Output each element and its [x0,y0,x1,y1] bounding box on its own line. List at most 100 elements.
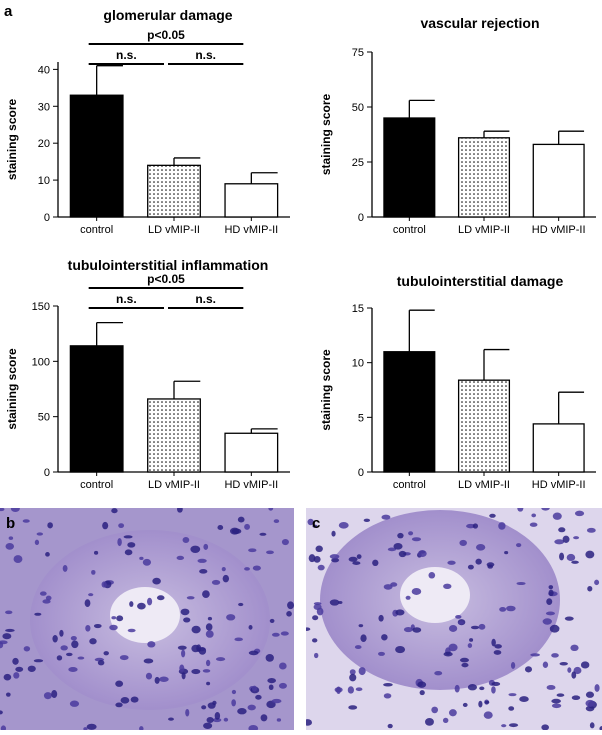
chart: tubulointerstitial damage staining score 0… [319,273,596,491]
lumen [400,567,470,623]
x-tick-label: HD vMIP-II [224,479,278,491]
cell-nucleus [559,552,565,561]
cell-nucleus [316,607,324,616]
cell-nucleus [383,693,392,699]
cell-nucleus [179,664,185,672]
cell-nucleus [145,672,153,680]
cell-nucleus [147,597,153,606]
cell-nucleus [549,624,560,633]
cell-nucleus [207,616,213,621]
cell-nucleus [466,523,476,529]
cell-nucleus [115,680,124,687]
cell-nucleus [237,516,245,523]
cell-nucleus [546,684,556,690]
y-tick-label: 0 [358,212,364,224]
cell-nucleus [387,723,393,729]
cell-nucleus [42,599,51,604]
cell-nucleus [206,717,214,723]
cell-nucleus [587,585,593,592]
cell-nucleus [116,615,124,622]
cell-nucleus [510,661,516,669]
cell-nucleus [448,625,458,632]
cell-nucleus [585,550,595,559]
cell-nucleus [12,657,19,665]
cell-nucleus [556,693,565,697]
cell-nucleus [111,508,118,514]
y-tick-label: 30 [38,101,50,113]
cell-nucleus [205,630,214,638]
cell-nucleus [585,691,595,698]
cell-nucleus [281,538,289,546]
cell-nucleus [109,624,118,631]
cell-nucleus [551,703,562,709]
cell-nucleus [530,653,540,657]
cell-nucleus [287,601,294,610]
tissue [306,508,602,730]
cell-nucleus [33,659,44,663]
bar [147,398,201,473]
significance-label: p<0.05 [147,272,185,286]
cell-nucleus [286,611,292,617]
cell-nucleus [5,542,15,550]
cell-nucleus [580,661,590,669]
x-tick-label: control [393,224,426,236]
chart: vascular rejection staining score 0 25 50 75 c… [319,15,596,236]
cell-nucleus [312,615,319,621]
y-tick-label: 50 [38,412,50,424]
cell-nucleus [248,548,257,553]
significance-label: n.s. [195,48,216,62]
bar [383,117,436,218]
cell-nucleus [554,539,565,545]
cell-nucleus [0,710,3,715]
cell-nucleus [185,708,190,717]
cell-nucleus [269,618,275,623]
cell-nucleus [487,564,494,569]
cell-nucleus [508,706,515,711]
y-tick-label: 10 [38,175,50,187]
chart-title: tubulointerstitial inflammation [68,257,269,273]
cell-nucleus [315,545,323,553]
x-tick-label: HD vMIP-II [224,224,278,236]
cell-nucleus [147,641,156,648]
cell-nucleus [349,673,357,682]
cell-nucleus [467,643,473,648]
cell-nucleus [479,686,485,691]
cell-nucleus [383,584,393,590]
cell-nucleus [358,624,364,628]
bar [532,143,585,218]
cell-nucleus [248,724,259,730]
cell-nucleus [83,727,88,730]
bar [69,345,124,473]
cell-nucleus [493,650,502,655]
cell-nucleus [266,550,274,555]
cell-nucleus [265,654,274,662]
cell-nucleus [45,595,52,601]
cell-nucleus [89,638,97,645]
chart-title: vascular rejection [420,15,539,31]
cell-nucleus [519,696,529,703]
significance-label: n.s. [195,292,216,306]
cell-nucleus [280,631,289,636]
cell-nucleus [202,669,211,673]
cell-nucleus [378,614,384,622]
cell-nucleus [268,508,274,511]
cell-nucleus [491,638,496,647]
significance-label: n.s. [116,48,137,62]
bar [383,351,436,473]
cell-nucleus [478,700,483,708]
cell-nucleus [417,550,427,557]
cell-nucleus [191,625,201,634]
cell-nucleus [570,644,579,652]
bar [532,423,585,473]
cell-nucleus [214,712,221,720]
cell-nucleus [202,590,210,599]
cell-nucleus [27,665,36,672]
cell-nucleus [574,510,585,517]
cell-nucleus [117,538,122,547]
y-tick-label: 25 [352,157,364,169]
cell-nucleus [191,669,201,675]
cell-nucleus [470,625,480,630]
chart: tubulointerstitial inflammation staining … [5,257,290,491]
cell-nucleus [71,640,79,649]
cell-nucleus [573,536,580,540]
